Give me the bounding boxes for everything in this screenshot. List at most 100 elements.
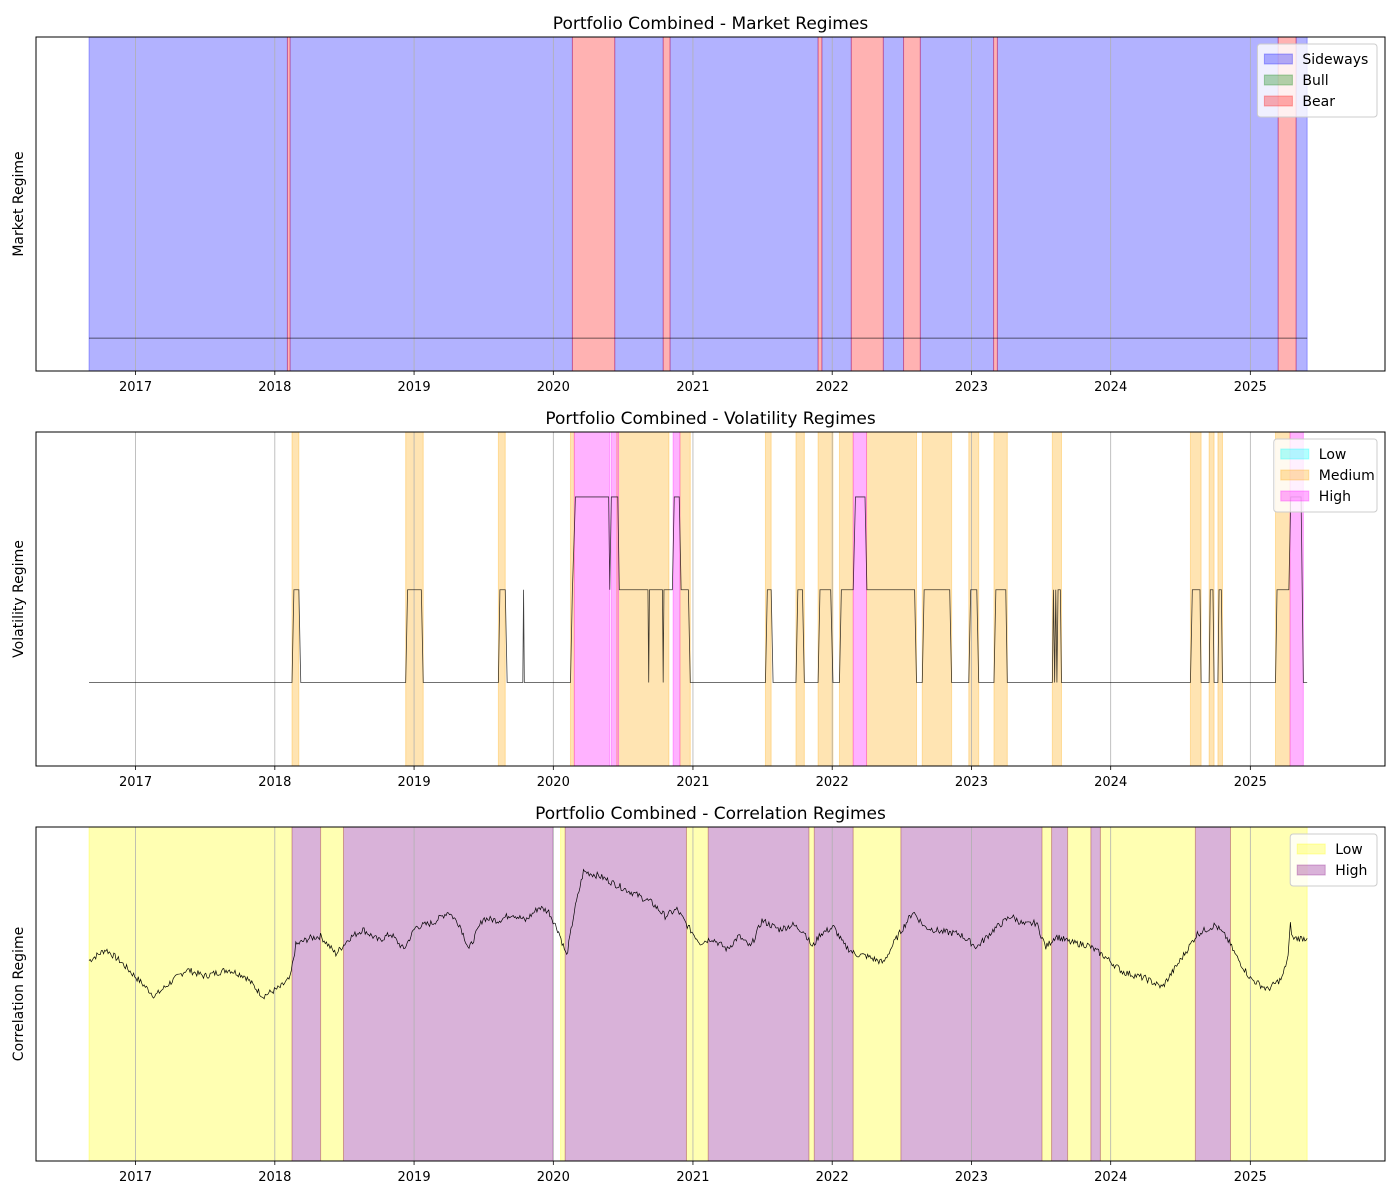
x-tick-label: 2025 [1234, 380, 1267, 395]
chart-title: Portfolio Combined - Market Regimes [553, 14, 869, 34]
x-tick-label: 2018 [258, 1170, 291, 1185]
regime-band-high [813, 826, 854, 1162]
legend: Low Medium High [1273, 438, 1378, 513]
legend-label: High [1319, 489, 1351, 505]
x-tick-label: 2020 [537, 775, 570, 790]
x-tick-label: 2023 [955, 380, 988, 395]
regime-band-low [808, 826, 815, 1162]
chart-title: Portfolio Combined - Volatility Regimes [545, 409, 876, 429]
regime-band-bear [850, 36, 884, 372]
x-tick-label: 2025 [1234, 775, 1267, 790]
regime-band-high [610, 431, 620, 767]
regime-band-low [1041, 826, 1053, 1162]
regime-band-high [707, 826, 810, 1162]
regime-band-high [1194, 826, 1231, 1162]
regime-band-sideways [996, 36, 1279, 372]
plot-frame [35, 431, 1386, 767]
regime-band-bear [662, 36, 671, 372]
legend-swatch-bear [1263, 95, 1293, 107]
x-tick-label: 2023 [955, 775, 988, 790]
legend: Low High [1289, 833, 1378, 887]
regime-band-sideways [289, 36, 573, 372]
volatility-regimes-panel: 2017 2018 2019 2020 2021 2022 2023 2024 2025 Por… [11, 409, 1386, 790]
regime-band-high [672, 431, 681, 767]
x-tick-label: 2022 [816, 380, 849, 395]
legend-label: High [1335, 863, 1367, 879]
regime-band-low [852, 826, 902, 1162]
regime-band-medium [291, 431, 300, 767]
regime-band-sideways [882, 36, 905, 372]
x-tick-label: 2020 [537, 380, 570, 395]
legend-label: Medium [1319, 468, 1375, 484]
regime-band-high [852, 431, 868, 767]
x-tick-label: 2019 [398, 1170, 431, 1185]
x-tick-label: 2024 [1094, 775, 1127, 790]
x-tick-label: 2017 [119, 1170, 152, 1185]
x-tick-label: 2021 [676, 1170, 709, 1185]
plot-frame [35, 826, 1386, 1162]
x-tick-label: 2025 [1234, 1170, 1267, 1185]
regime-band-low [1099, 826, 1196, 1162]
legend-frame [1289, 833, 1378, 887]
regime-band-bear [571, 36, 616, 372]
regime-band-bear [817, 36, 823, 372]
regime-band-high [1051, 826, 1069, 1162]
x-tick-label: 2019 [398, 775, 431, 790]
regime-band-low [88, 826, 293, 1162]
y-axis-label: Market Regime [11, 151, 27, 256]
legend-label: Low [1335, 842, 1363, 858]
regime-band-bear [286, 36, 291, 372]
regime-band-sideways [669, 36, 819, 372]
regime-band-high [342, 826, 554, 1162]
x-tick-label: 2017 [119, 380, 152, 395]
legend-swatch-bull [1263, 74, 1293, 86]
regime-band-low [1067, 826, 1092, 1162]
legend-swatch-low [1280, 448, 1310, 460]
regime-band-sideways [88, 36, 288, 372]
regime-band-bear [903, 36, 921, 372]
x-tick-label: 2020 [537, 1170, 570, 1185]
regime-band-medium [866, 431, 918, 767]
legend-swatch-medium [1280, 469, 1310, 481]
regime-band-medium [764, 431, 772, 767]
legend-label: Sideways [1302, 52, 1368, 68]
legend-swatch-low [1296, 843, 1326, 855]
legend-frame [1256, 43, 1378, 118]
regime-band-high [1090, 826, 1101, 1162]
x-tick-label: 2022 [816, 775, 849, 790]
x-tick-label: 2021 [676, 380, 709, 395]
x-tick-label: 2018 [258, 380, 291, 395]
legend-swatch-sideways [1263, 53, 1293, 65]
regime-band-sideways [821, 36, 852, 372]
regime-band-high [573, 431, 611, 767]
regime-band-bear [993, 36, 998, 372]
legend-frame [1273, 438, 1378, 513]
regime-band-medium [616, 431, 670, 767]
regime-band-medium [921, 431, 953, 767]
legend: Sideways Bull Bear [1256, 43, 1378, 118]
x-tick-label: 2019 [398, 380, 431, 395]
legend-label: Low [1319, 447, 1347, 463]
x-tick-label: 2022 [816, 1170, 849, 1185]
regime-series-line [89, 496, 1308, 683]
regime-band-sideways [919, 36, 995, 372]
x-tick-label: 2018 [258, 775, 291, 790]
legend-swatch-high [1296, 864, 1326, 876]
regime-band-low [685, 826, 709, 1162]
correlation-regimes-panel: 2017 2018 2019 2020 2021 2022 2023 2024 2025 Por… [11, 804, 1386, 1185]
legend-swatch-high [1280, 490, 1310, 502]
regime-band-low [560, 826, 566, 1162]
y-axis-label: Correlation Regime [11, 927, 27, 1061]
x-tick-label: 2021 [676, 775, 709, 790]
regime-band-high [291, 826, 322, 1162]
regime-series-line [88, 868, 1308, 1000]
chart-title: Portfolio Combined - Correlation Regimes [535, 804, 886, 824]
y-axis-label: Volatility Regime [11, 540, 27, 658]
x-tick-label: 2024 [1094, 1170, 1127, 1185]
x-tick-label: 2024 [1094, 380, 1127, 395]
legend-label: Bull [1302, 73, 1328, 89]
market-regimes-panel: 2017 2018 2019 2020 2021 2022 2023 2024 2025 Por… [11, 14, 1386, 395]
legend-label: Bear [1302, 94, 1335, 110]
